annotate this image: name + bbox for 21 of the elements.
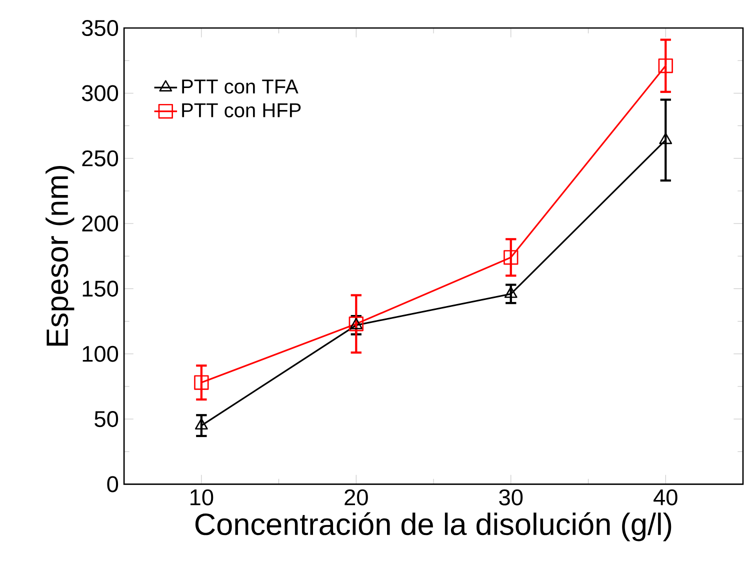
y-tick-label: 250	[82, 150, 118, 166]
point	[194, 375, 209, 390]
y-tick-label: 100	[82, 346, 118, 362]
point	[659, 132, 672, 144]
y-tick-label: 150	[82, 280, 118, 297]
legend-label: PTT con TFA	[182, 80, 298, 94]
y-tick-label: 200	[82, 215, 118, 232]
point	[194, 418, 208, 430]
y-tick-label: 50	[94, 410, 118, 427]
point	[658, 58, 673, 74]
point	[504, 250, 518, 265]
x-tick-label: 30	[499, 489, 523, 506]
y-tick-label: 350	[82, 20, 118, 36]
x-tick-label: 10	[190, 489, 214, 506]
x-tick-label: 40	[654, 489, 678, 506]
y-axis-title: Espesor (nm)	[46, 166, 74, 346]
x-tick-label: 20	[344, 489, 368, 506]
y-tick-label: 300	[82, 85, 118, 102]
legend-label: PTT con HFP	[182, 103, 301, 118]
y-tick-label: 0	[107, 476, 118, 492]
x-axis-title: Concentración de la disolución (g/l)	[195, 512, 672, 542]
